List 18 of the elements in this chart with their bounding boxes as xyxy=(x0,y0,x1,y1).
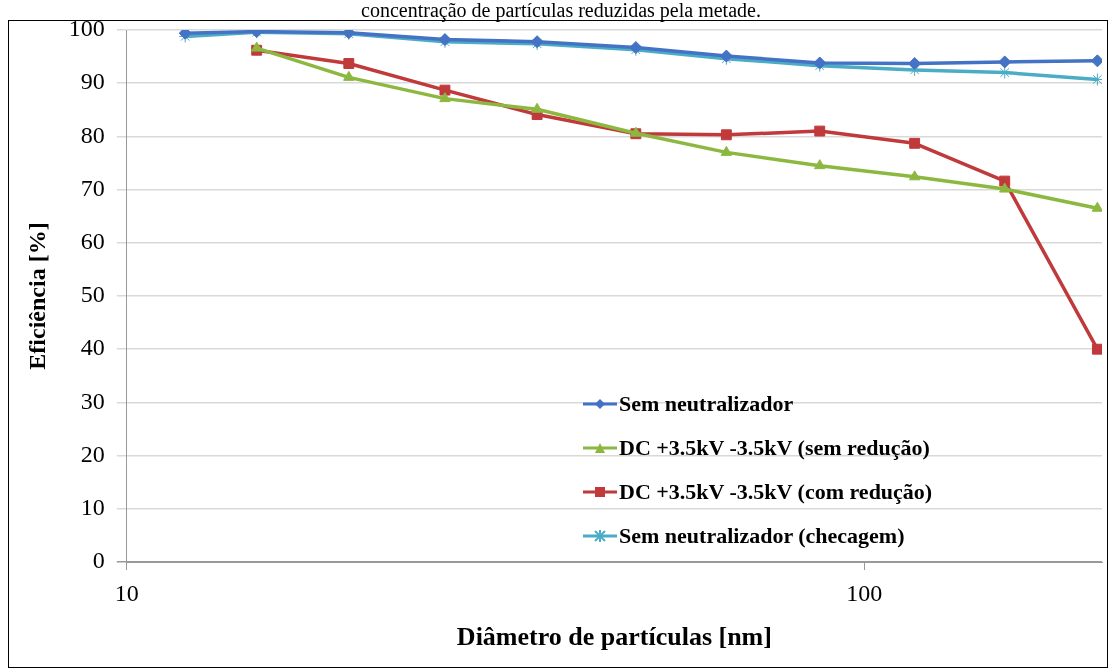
y-tick-label: 0 xyxy=(92,547,105,574)
chart-title: concentração de partículas reduzidas pela metade. xyxy=(361,0,761,23)
y-tick-label: 40 xyxy=(80,334,105,361)
y-tick-label: 20 xyxy=(80,440,105,467)
y-tick-label: 10 xyxy=(80,494,105,521)
y-tick-label: 100 xyxy=(68,15,105,42)
y-tick-label: 90 xyxy=(80,68,105,95)
legend-label: Sem neutralizador xyxy=(619,391,794,417)
y-tick-label: 60 xyxy=(80,228,105,255)
y-tick-label: 80 xyxy=(80,121,105,148)
legend-label: DC +3.5kV -3.5kV (com redução) xyxy=(619,479,933,505)
y-tick-label: 70 xyxy=(80,174,105,201)
legend-label: DC +3.5kV -3.5kV (sem redução) xyxy=(619,435,930,461)
y-axis-title: Eficiência [%] xyxy=(23,222,50,370)
x-axis-title: Diâmetro de partículas [nm] xyxy=(456,622,772,652)
y-tick-label: 30 xyxy=(80,387,105,414)
legend-label: Sem neutralizador (checagem) xyxy=(619,523,905,549)
y-tick-label: 50 xyxy=(80,281,105,308)
